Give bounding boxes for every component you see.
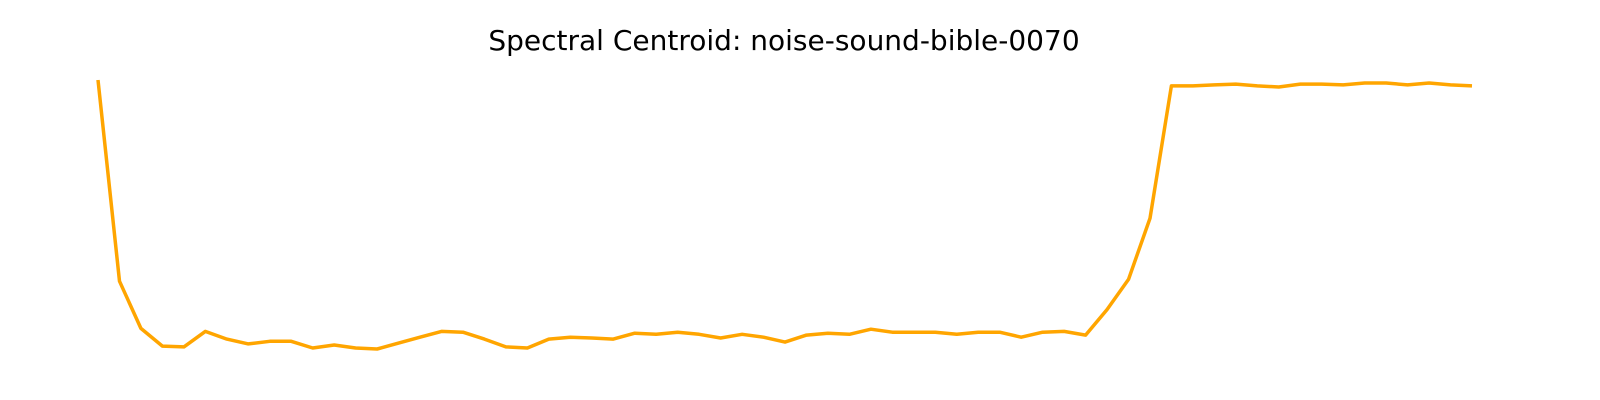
plot-area bbox=[96, 79, 1473, 351]
chart-title: Spectral Centroid: noise-sound-bible-007… bbox=[488, 24, 1079, 57]
series-line-0 bbox=[96, 79, 1473, 351]
